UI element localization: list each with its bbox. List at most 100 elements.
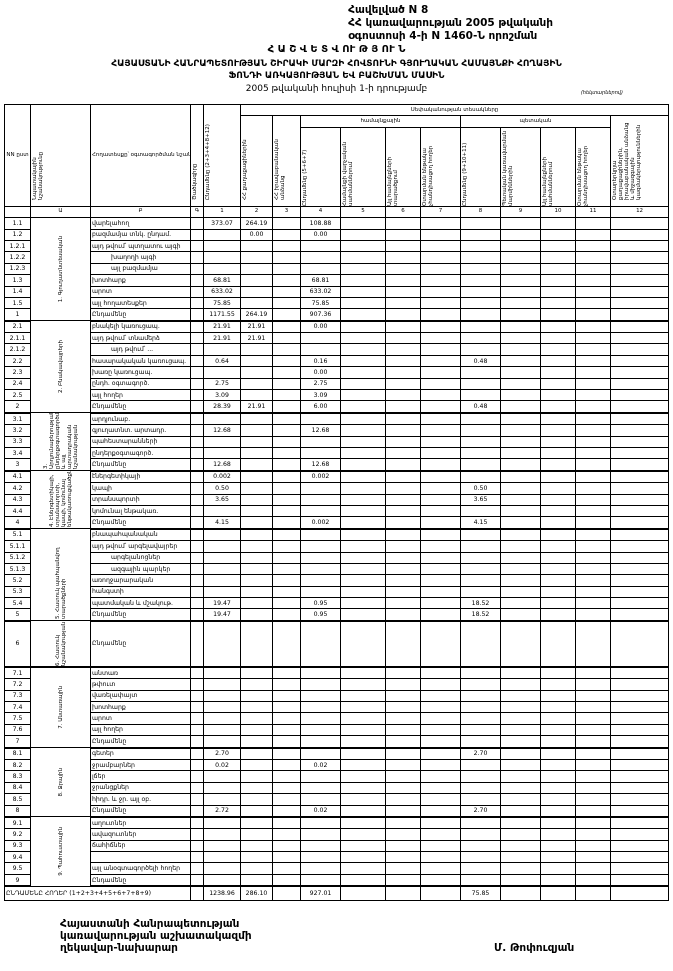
- header-c7: Օտարման ենթակա չհանդիսացող հողեր: [420, 126, 461, 207]
- value-cell: [272, 458, 301, 472]
- value-cell: [340, 816, 386, 830]
- value-cell: [300, 251, 341, 264]
- value-cell: [609, 504, 670, 518]
- value-cell: [203, 620, 241, 668]
- table-row: 5.1 5. Հատուկ պահպանվող տարածքների բնապահպ…: [4, 528, 670, 622]
- header-c1: Ընդամենը (2+3+4+8+12): [203, 104, 241, 207]
- value-cell: [540, 735, 576, 749]
- value-cell: [575, 262, 611, 276]
- value-cell: [203, 828, 241, 841]
- value-cell: [240, 758, 273, 772]
- value-cell: 18.52: [460, 597, 501, 610]
- code-cell: [190, 862, 204, 875]
- value-cell: [340, 770, 386, 783]
- value-cell: [340, 528, 386, 542]
- value-cell: [300, 793, 341, 806]
- value-cell: [300, 540, 341, 553]
- value-cell: [203, 700, 241, 714]
- value-cell: [203, 793, 241, 806]
- group-label: 4. Էներգետիկայի, տրանսպորտի, կապի, կոմու…: [30, 470, 91, 530]
- value-cell: [300, 482, 341, 495]
- group-label: 3. Արդյունաբերության, ընդերքօգտագործման …: [30, 412, 91, 472]
- table-row: 9.1 9. Պահուստային աղուտներ: [4, 816, 670, 887]
- table-row: 1.2 բազմամյա տնկ. ընդամ. 0.00 0.00: [4, 228, 670, 241]
- value-cell: [300, 712, 341, 725]
- value-cell: [575, 700, 611, 714]
- total-value: 286.10: [240, 885, 273, 901]
- value-cell: [300, 851, 341, 864]
- signatory-line: կառավարության աշխատակազմի: [60, 930, 252, 942]
- value-cell: 2.72: [203, 804, 241, 818]
- value-cell: [340, 689, 386, 703]
- row-number: 5.1.2: [4, 551, 31, 564]
- table-row: 2.5 այլ հողեր 3.09 3.09: [4, 389, 670, 402]
- value-cell: [272, 516, 301, 530]
- value-cell: [540, 262, 576, 276]
- value-cell: 4.15: [460, 516, 501, 530]
- value-cell: [460, 770, 501, 783]
- value-cell: 75.85: [300, 296, 341, 310]
- value-cell: [385, 551, 421, 564]
- value-cell: [272, 366, 301, 379]
- table-row: 4.4 կոմունալ ենթակառ.: [4, 504, 670, 518]
- value-cell: [300, 262, 341, 276]
- value-cell: [500, 574, 541, 587]
- code-cell: [190, 851, 204, 864]
- code-cell: [190, 354, 204, 368]
- value-cell: [460, 435, 501, 449]
- value-cell: [540, 228, 576, 241]
- value-cell: [460, 412, 501, 426]
- value-cell: [420, 424, 461, 437]
- value-cell: [300, 781, 341, 795]
- row-number: 2.1.1: [4, 332, 31, 345]
- value-cell: [240, 585, 273, 599]
- value-cell: [500, 828, 541, 841]
- total-value: [540, 885, 576, 901]
- value-cell: [420, 504, 461, 518]
- value-cell: [203, 504, 241, 518]
- value-cell: [575, 712, 611, 725]
- land-type: հիդր. և ջր. այլ օբ.: [90, 793, 191, 806]
- value-cell: [500, 228, 541, 241]
- table-row: 7.1 7. Անտառային անտառ: [4, 666, 670, 749]
- value-cell: [575, 735, 611, 749]
- code-cell: [190, 389, 204, 402]
- value-cell: [203, 551, 241, 564]
- group-label: 1. Գյուղատնտեսական: [30, 217, 91, 322]
- value-cell: [609, 435, 670, 449]
- value-cell: [500, 332, 541, 345]
- value-cell: [575, 377, 611, 391]
- value-cell: [420, 712, 461, 725]
- value-cell: [420, 747, 461, 760]
- row-number: 7.5: [4, 712, 31, 725]
- value-cell: [340, 239, 386, 253]
- value-cell: [609, 516, 670, 530]
- header-number: [4, 205, 31, 219]
- value-cell: [500, 597, 541, 610]
- value-cell: [540, 562, 576, 576]
- value-cell: [575, 482, 611, 495]
- value-cell: [609, 540, 670, 553]
- table-row: 2.2 հասարակական կառուցապ. 0.64 0.16 0.48: [4, 354, 670, 368]
- value-cell: [272, 770, 301, 783]
- value-cell: [500, 620, 541, 668]
- value-cell: [340, 574, 386, 587]
- value-cell: [340, 446, 386, 460]
- code-cell: [190, 758, 204, 772]
- code-cell: [190, 666, 204, 680]
- value-cell: [300, 735, 341, 749]
- value-cell: [385, 458, 421, 472]
- table-row: 7.4 խոտհարք: [4, 700, 670, 714]
- value-cell: [203, 435, 241, 449]
- signatory-title: Հայաստանի Հանրապետության կառավարության ա…: [60, 918, 252, 954]
- value-cell: [340, 735, 386, 749]
- value-cell: [540, 470, 576, 484]
- land-type: պատմական և մշակութ.: [90, 597, 191, 610]
- table-row: 2.4 ընդհ. օգտագործ. 2.75 2.75: [4, 377, 670, 391]
- value-cell: [540, 770, 576, 783]
- value-cell: [203, 262, 241, 276]
- row-number: 1.3: [4, 274, 31, 287]
- value-cell: [420, 296, 461, 310]
- table-row: 7 Ընդամենը: [4, 735, 670, 749]
